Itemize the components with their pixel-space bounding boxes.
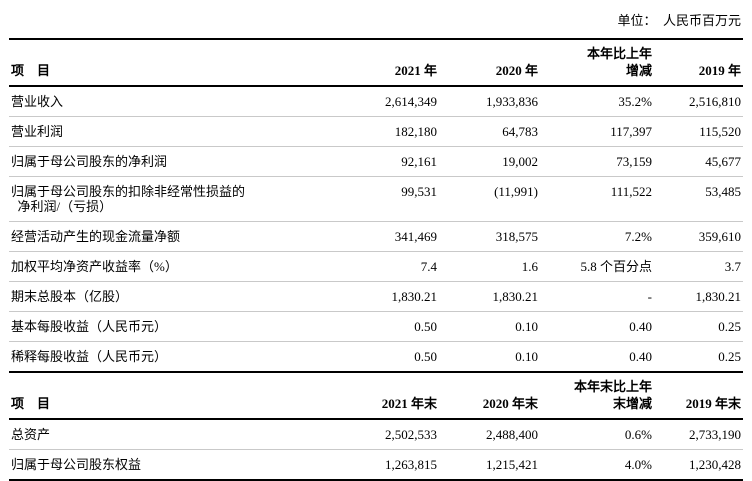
- table-row: 基本每股收益（人民币元） 0.50 0.10 0.40 0.25: [9, 312, 743, 342]
- value-2020: 1,933,836: [486, 94, 538, 109]
- value-2021: 0.50: [414, 349, 437, 364]
- value-end-change: 0.6%: [624, 427, 652, 442]
- header-yoy-change-line1: 本年比上年: [586, 46, 652, 61]
- value-2021: 7.4: [420, 259, 437, 274]
- value-change: 111,522: [610, 184, 652, 199]
- value-2020: 318,575: [495, 229, 538, 244]
- table-row: 归属于母公司股东的扣除非经常性损益的 净利润/（亏损） 99,531 (11,9…: [9, 177, 743, 222]
- table-row: 归属于母公司股东权益 1,263,815 1,215,421 4.0% 1,23…: [9, 450, 743, 480]
- value-2019: 115,520: [699, 124, 741, 139]
- value-2020: 0.10: [515, 349, 538, 364]
- value-2019: 2,516,810: [689, 94, 741, 109]
- value-2019-end: 1,230,428: [689, 457, 741, 472]
- value-2021: 1,830.21: [391, 289, 438, 304]
- header-2019: 2019 年: [698, 63, 741, 78]
- header-yoy-end-change: 本年末比上年 末增减: [540, 372, 654, 419]
- row-label: 归属于母公司股东的扣除非经常性损益的 净利润/（亏损）: [11, 184, 246, 214]
- value-2020: 1.6: [521, 259, 538, 274]
- row-label: 基本每股收益（人民币元）: [11, 319, 168, 334]
- header-2020-end: 2020 年末: [482, 396, 538, 411]
- value-change: 35.2%: [618, 94, 652, 109]
- value-change: 7.2%: [624, 229, 652, 244]
- header-yoy-change-line2: 增减: [625, 63, 652, 78]
- header-yoy-end-change-line1: 本年末比上年: [573, 379, 652, 394]
- table-row: 加权平均净资产收益率（%） 7.4 1.6 5.8 个百分点 3.7: [9, 252, 743, 282]
- value-2020: 0.10: [515, 319, 538, 334]
- row-label: 归属于母公司股东权益: [11, 457, 142, 472]
- header-yoy-end-change-line2: 末增减: [612, 396, 652, 411]
- value-change: -: [647, 289, 652, 304]
- value-2020-end: 2,488,400: [486, 427, 538, 442]
- table-row: 期末总股本（亿股） 1,830.21 1,830.21 - 1,830.21: [9, 282, 743, 312]
- row-label: 经营活动产生的现金流量净额: [11, 229, 181, 244]
- value-2019: 45,677: [705, 154, 741, 169]
- unit-label: 单位： 人民币百万元: [617, 13, 741, 28]
- income-summary-table: 项 目 2021 年 2020 年 本年比上年 增减 2019 年 营业收入 2…: [9, 38, 743, 371]
- header-item: 项 目: [11, 396, 51, 411]
- value-2019-end: 2,733,190: [689, 427, 741, 442]
- table-row: 经营活动产生的现金流量净额 341,469 318,575 7.2% 359,6…: [9, 222, 743, 252]
- value-end-change: 4.0%: [624, 457, 652, 472]
- value-2020-end: 1,215,421: [486, 457, 538, 472]
- row-label: 总资产: [11, 427, 51, 442]
- value-2021: 99,531: [401, 184, 437, 199]
- value-change: 5.8 个百分点: [580, 259, 652, 274]
- value-2021-end: 2,502,533: [385, 427, 437, 442]
- value-change: 0.40: [629, 349, 652, 364]
- value-2021: 2,614,349: [385, 94, 437, 109]
- value-2021-end: 1,263,815: [385, 457, 437, 472]
- value-2020: 1,830.21: [492, 289, 539, 304]
- table-header-row: 项 目 2021 年 2020 年 本年比上年 增减 2019 年: [9, 39, 743, 86]
- value-2019: 53,485: [705, 184, 741, 199]
- row-label: 营业利润: [11, 124, 64, 139]
- table-row: 总资产 2,502,533 2,488,400 0.6% 2,733,190: [9, 419, 743, 450]
- row-label: 稀释每股收益（人民币元）: [11, 349, 168, 364]
- value-2019: 359,610: [698, 229, 741, 244]
- value-2019: 0.25: [718, 349, 741, 364]
- header-2021-end: 2021 年末: [381, 396, 437, 411]
- value-change: 0.40: [629, 319, 652, 334]
- value-2021: 182,180: [394, 124, 437, 139]
- row-label: 期末总股本（亿股）: [11, 289, 129, 304]
- value-2021: 92,161: [401, 154, 437, 169]
- row-label: 加权平均净资产收益率（%）: [11, 259, 178, 274]
- table-row: 稀释每股收益（人民币元） 0.50 0.10 0.40 0.25: [9, 342, 743, 372]
- header-item: 项 目: [11, 63, 51, 78]
- balance-summary-table: 项 目 2021 年末 2020 年末 本年末比上年 末增减 2019 年末 总…: [9, 371, 743, 481]
- value-2019: 0.25: [718, 319, 741, 334]
- value-change: 117,397: [610, 124, 652, 139]
- table-row: 营业利润 182,180 64,783 117,397 115,520: [9, 117, 743, 147]
- table-row: 归属于母公司股东的净利润 92,161 19,002 73,159 45,677: [9, 147, 743, 177]
- value-2020: 64,783: [502, 124, 538, 139]
- value-2021: 341,469: [394, 229, 437, 244]
- value-2019: 3.7: [724, 259, 741, 274]
- header-2021: 2021 年: [394, 63, 437, 78]
- value-2020: 19,002: [502, 154, 538, 169]
- value-2021: 0.50: [414, 319, 437, 334]
- value-change: 73,159: [616, 154, 652, 169]
- table-header-row: 项 目 2021 年末 2020 年末 本年末比上年 末增减 2019 年末: [9, 372, 743, 419]
- value-2020: (11,991): [494, 184, 538, 199]
- header-2020: 2020 年: [495, 63, 538, 78]
- row-label: 营业收入: [11, 94, 64, 109]
- header-2019-end: 2019 年末: [685, 396, 741, 411]
- row-label: 归属于母公司股东的净利润: [11, 154, 168, 169]
- header-yoy-change: 本年比上年 增减: [540, 39, 654, 86]
- value-2019: 1,830.21: [695, 289, 742, 304]
- table-row: 营业收入 2,614,349 1,933,836 35.2% 2,516,810: [9, 86, 743, 117]
